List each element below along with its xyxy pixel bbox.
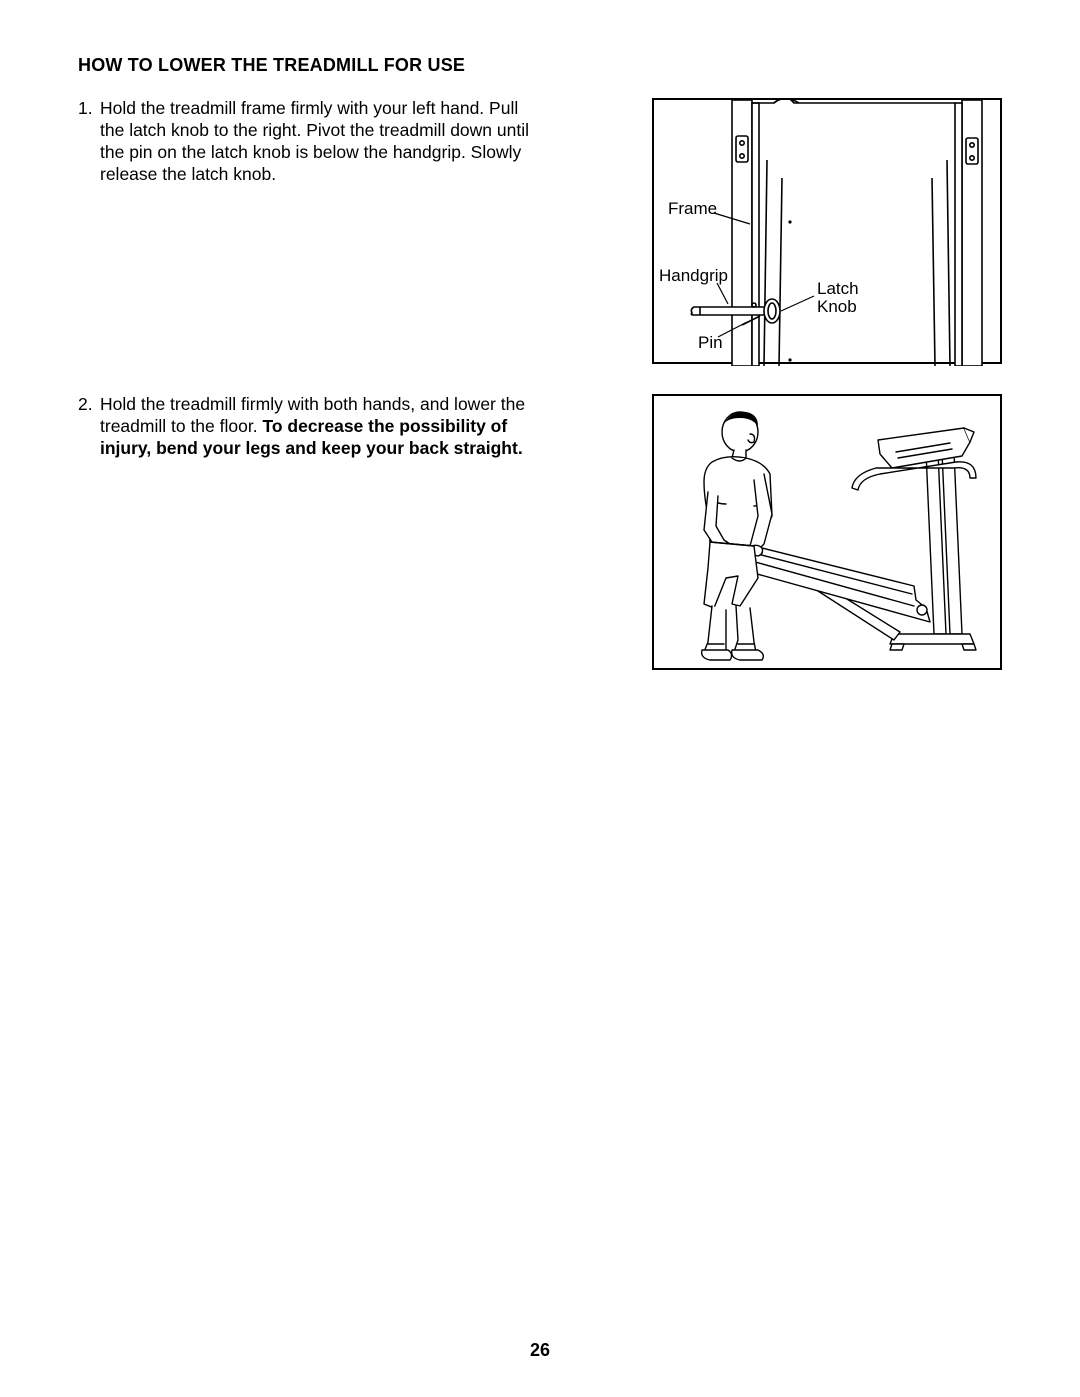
page-number: 26 [0,1340,1080,1361]
label-knob: Knob [817,297,857,316]
step-2-body: Hold the treadmill firmly with both hand… [100,394,533,460]
figure-1: Frame Handgrip Pin Latch Knob [652,98,1002,364]
step-1-row: 1. Hold the treadmill frame firmly with … [78,98,1002,364]
label-handgrip: Handgrip [659,266,728,285]
label-frame: Frame [668,199,717,218]
step-1-text: 1. Hold the treadmill frame firmly with … [78,98,533,186]
step-1-body: Hold the treadmill frame firmly with you… [100,98,533,186]
section-title: HOW TO LOWER THE TREADMILL FOR USE [78,55,1002,76]
step-1-number: 1. [78,98,100,186]
figure-2 [652,394,1002,670]
label-pin: Pin [698,333,723,352]
step-2-row: 2. Hold the treadmill firmly with both h… [78,394,1002,670]
label-latch: Latch [817,279,859,298]
step-2-number: 2. [78,394,100,460]
manual-page: HOW TO LOWER THE TREADMILL FOR USE 1. Ho… [0,0,1080,1397]
step-2-text: 2. Hold the treadmill firmly with both h… [78,394,533,460]
